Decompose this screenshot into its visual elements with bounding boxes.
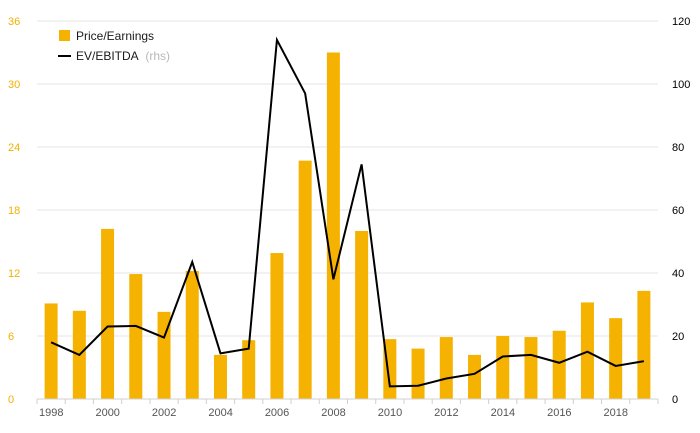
bar-price-earnings-2019	[637, 290, 651, 399]
legend-swatch-price-earnings	[59, 30, 70, 41]
bar-price-earnings-2012	[439, 337, 453, 399]
x-tick-label: 2004	[208, 407, 232, 419]
y-left-tick-label: 0	[8, 394, 14, 406]
y-right-tick-label: 120	[672, 16, 690, 28]
x-tick-label: 2018	[604, 407, 628, 419]
line-layer	[50, 36, 645, 388]
y-left-tick-label: 24	[8, 142, 20, 154]
bar-price-earnings-2001	[129, 274, 143, 399]
y-right-tick-label: 40	[672, 268, 684, 280]
y-right-tick-label: 20	[672, 331, 684, 343]
y-right-tick-label: 60	[672, 205, 684, 217]
x-tick-label: 2010	[378, 407, 402, 419]
bar-price-earnings-2015	[524, 337, 538, 399]
y-right-tick-label: 0	[672, 394, 678, 406]
y-right-tick-label: 100	[672, 79, 690, 91]
bar-price-earnings-2014	[496, 336, 510, 399]
bar-price-earnings-1998	[44, 303, 58, 399]
legend: Price/Earnings EV/EBITDA (rhs)	[58, 29, 170, 63]
bar-price-earnings-2011	[411, 348, 425, 399]
legend-ev-ebitda-name: EV/EBITDA	[76, 49, 139, 63]
bar-price-earnings-2005	[242, 340, 256, 399]
x-tick-label: 2000	[95, 407, 119, 419]
x-tick-label: 2008	[321, 407, 345, 419]
legend-label-price-earnings: Price/Earnings	[76, 29, 154, 43]
x-tick-label: 2016	[547, 407, 571, 419]
bar-price-earnings-2013	[468, 354, 482, 399]
legend-label-ev-ebitda: EV/EBITDA (rhs)	[76, 49, 170, 63]
x-tick-label: 2014	[491, 407, 515, 419]
bar-price-earnings-2004	[213, 354, 227, 399]
x-tick-label: 1998	[39, 407, 63, 419]
y-left-tick-label: 6	[8, 331, 14, 343]
line-ev-ebitda	[50, 36, 645, 388]
y-left-tick-label: 36	[8, 16, 20, 28]
y-left-tick-label: 12	[8, 268, 20, 280]
bar-price-earnings-2016	[552, 330, 566, 399]
axis-layer: 0 6 12 18 24 30 36 0 20 40 60 80 100 120 1998 2000 2002 2…	[8, 16, 690, 419]
y-right-tick-label: 80	[672, 142, 684, 154]
bar-price-earnings-2008	[326, 52, 340, 399]
y-left-tick-label: 30	[8, 79, 20, 91]
bar-price-earnings-2006	[270, 253, 284, 399]
x-tick-label: 2002	[152, 407, 176, 419]
x-tick-label: 2006	[265, 407, 289, 419]
bar-price-earnings-2002	[157, 311, 171, 399]
bar-price-earnings-2018	[609, 318, 623, 399]
legend-ev-ebitda-suffix: (rhs)	[145, 49, 170, 63]
bar-price-earnings-2000	[101, 228, 115, 399]
bar-price-earnings-2009	[355, 231, 369, 399]
bar-price-earnings-2007	[298, 160, 312, 399]
x-tick-label: 2012	[434, 407, 458, 419]
bar-price-earnings-2003	[185, 270, 199, 399]
y-left-tick-label: 18	[8, 205, 20, 217]
